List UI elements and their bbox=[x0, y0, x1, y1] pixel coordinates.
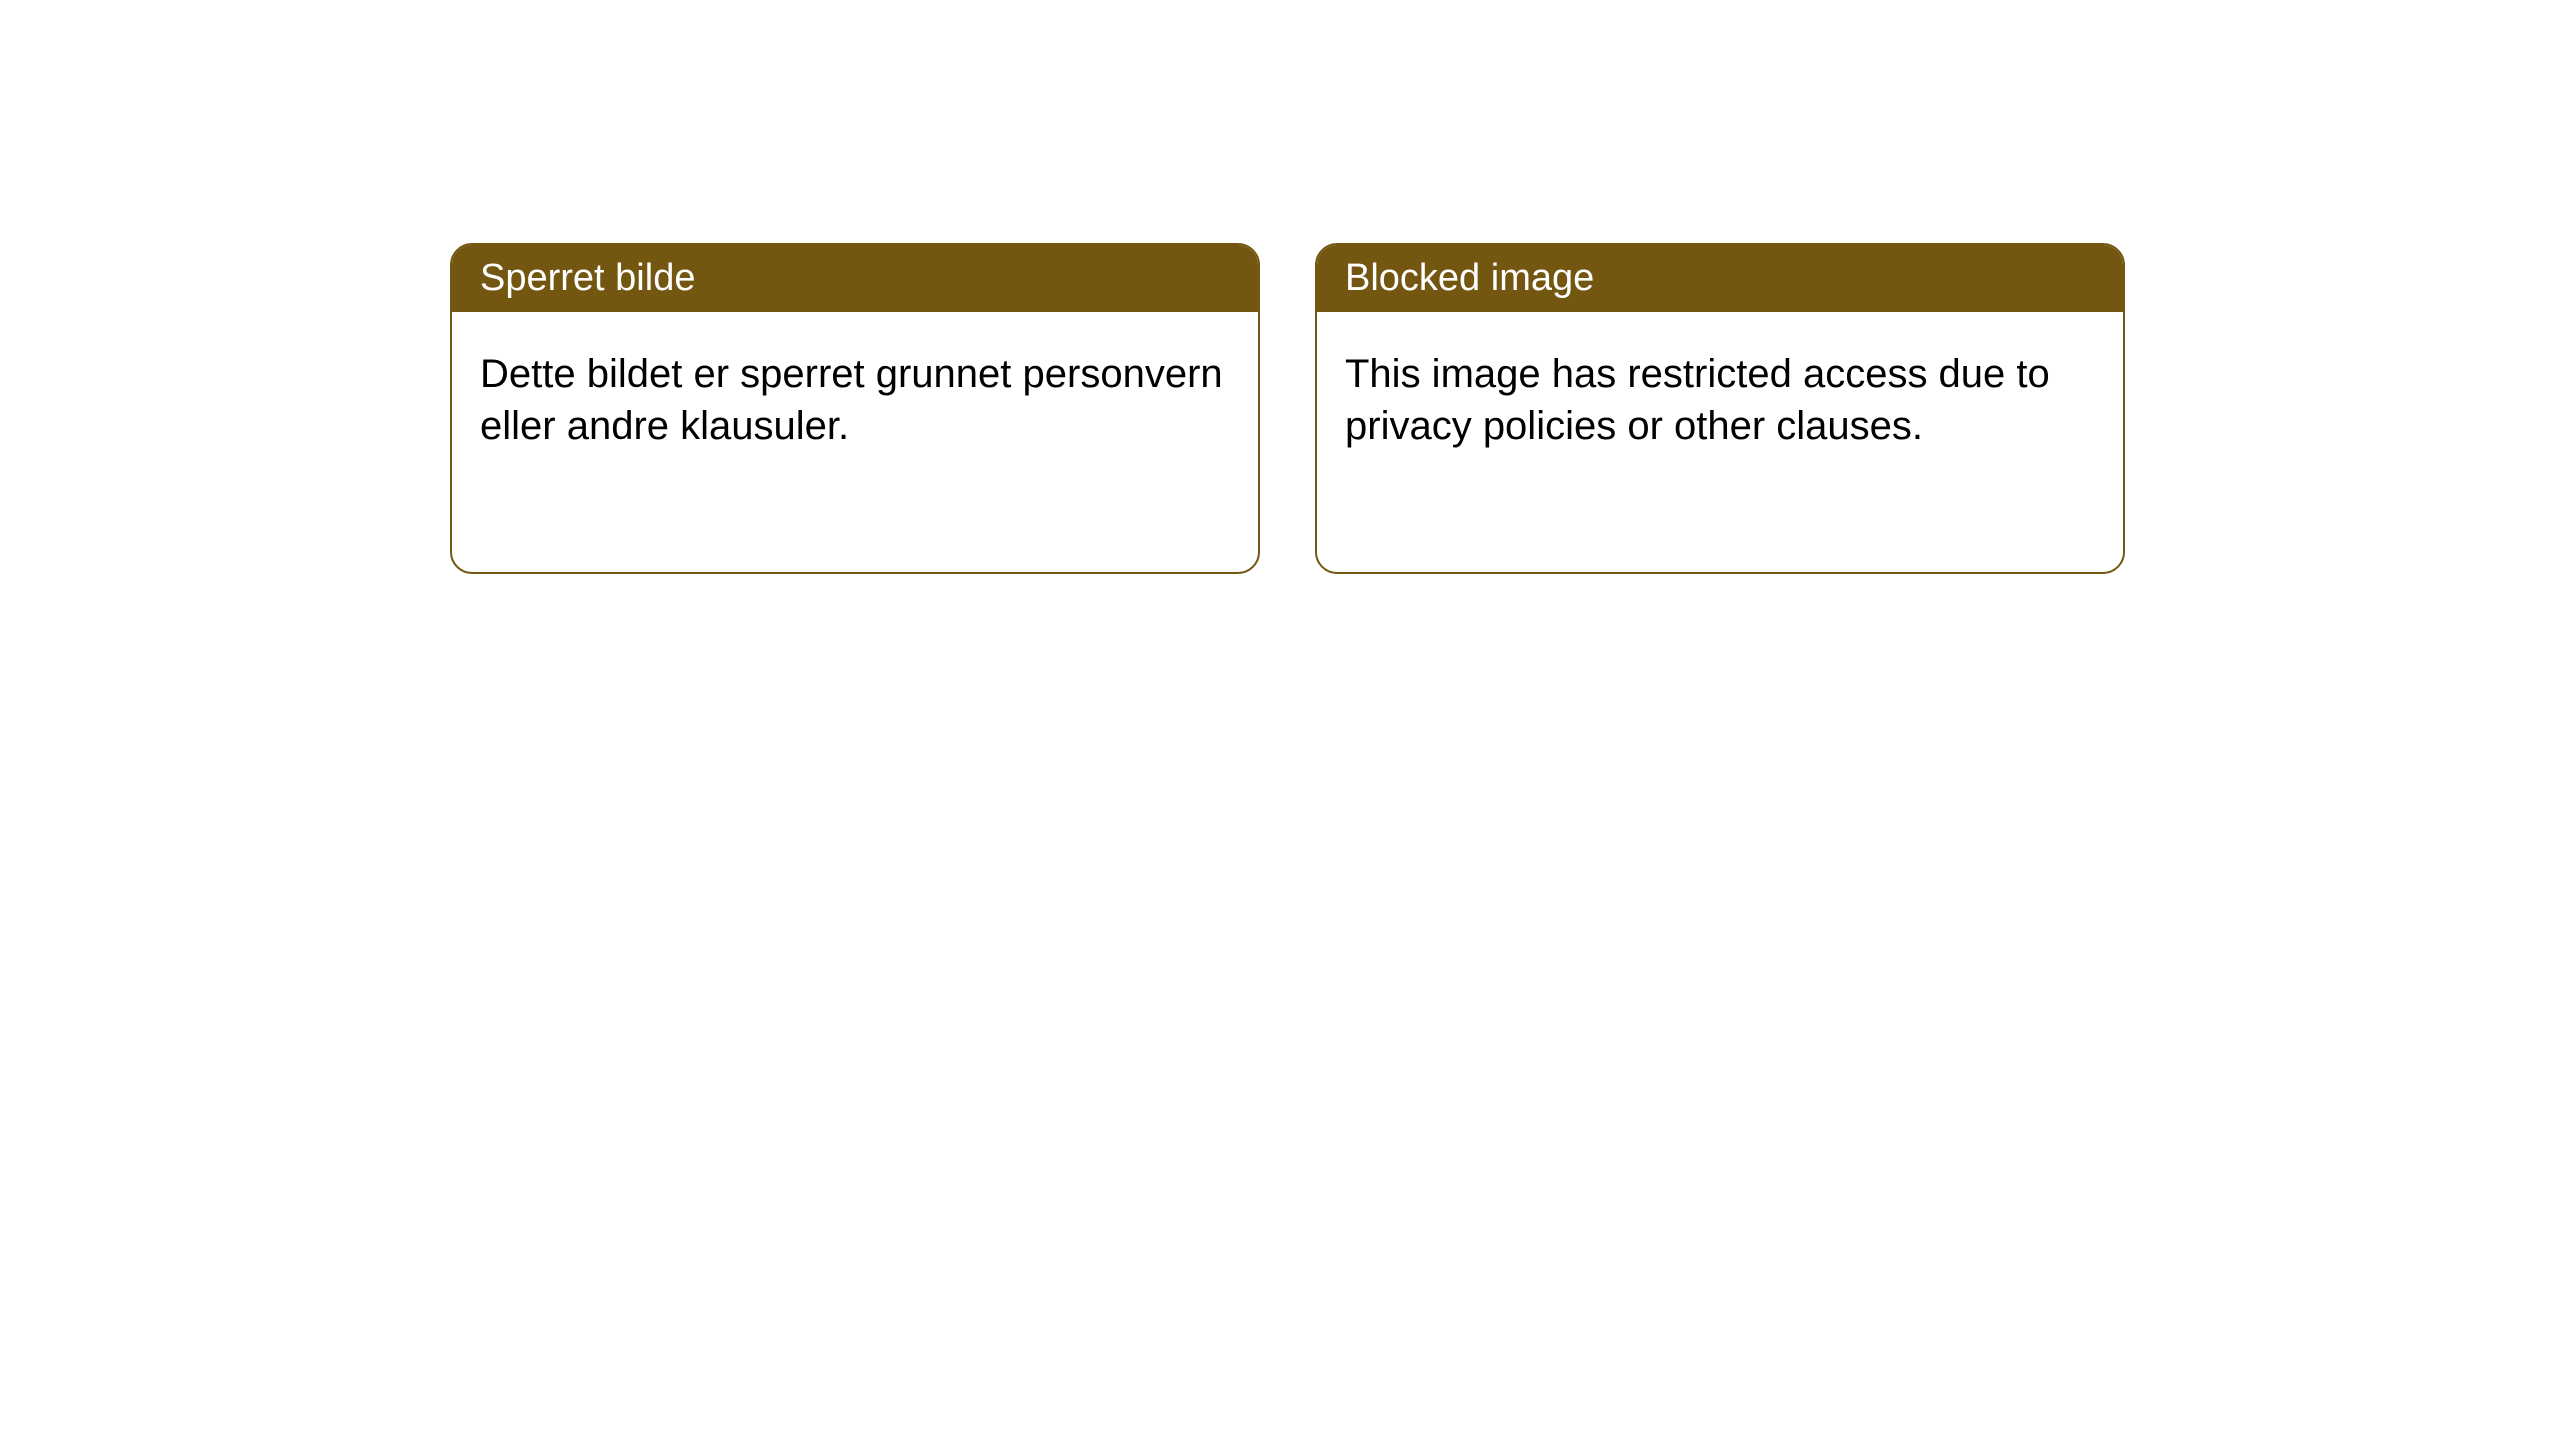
card-body: Dette bildet er sperret grunnet personve… bbox=[452, 312, 1258, 488]
card-title: Blocked image bbox=[1345, 257, 1594, 299]
card-title: Sperret bilde bbox=[480, 257, 695, 299]
notice-cards-container: Sperret bilde Dette bildet er sperret gr… bbox=[450, 243, 2125, 574]
card-header: Blocked image bbox=[1317, 245, 2123, 312]
card-body: This image has restricted access due to … bbox=[1317, 312, 2123, 488]
blocked-image-card-norwegian: Sperret bilde Dette bildet er sperret gr… bbox=[450, 243, 1260, 574]
card-body-text: Dette bildet er sperret grunnet personve… bbox=[480, 352, 1223, 448]
blocked-image-card-english: Blocked image This image has restricted … bbox=[1315, 243, 2125, 574]
card-header: Sperret bilde bbox=[452, 245, 1258, 312]
card-body-text: This image has restricted access due to … bbox=[1345, 352, 2050, 448]
